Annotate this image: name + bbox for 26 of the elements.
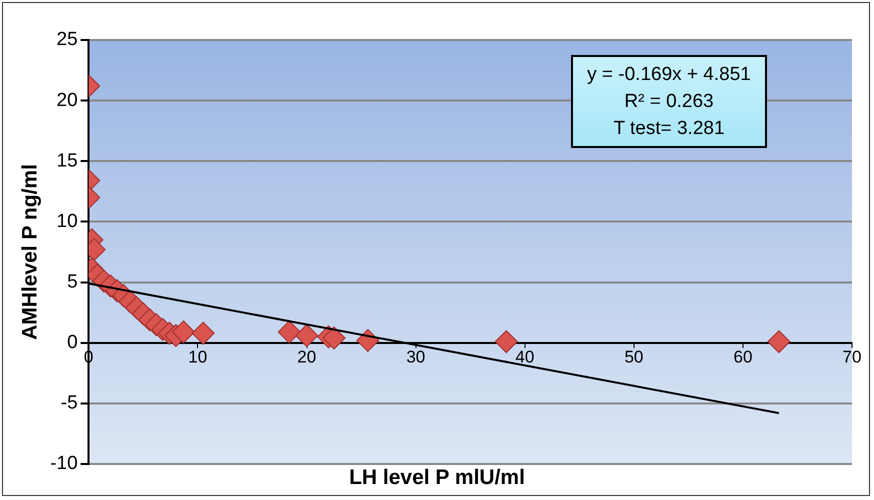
x-tick-label: 20 <box>297 348 316 367</box>
x-axis-title: LH level P mlU/ml <box>349 466 525 489</box>
point <box>295 324 318 348</box>
point <box>278 320 301 344</box>
y-tick-label: 10 <box>56 210 78 232</box>
point <box>767 330 790 354</box>
y-tick-label: 20 <box>56 90 78 111</box>
annotation: T test= 3.281 <box>612 117 726 141</box>
x-tick-label: 30 <box>406 348 426 367</box>
y-tick-label: 5 <box>67 272 78 293</box>
y-tick-label: 25 <box>56 29 78 50</box>
y-tick-label: -10 <box>50 453 78 474</box>
annotation: y = -0.169x + 4.851 <box>586 63 752 87</box>
x-tick-label: 40 <box>515 348 534 367</box>
y-tick-label: 0 <box>67 332 78 354</box>
annotation: R² = 0.263 <box>623 90 715 114</box>
point <box>192 322 215 345</box>
point <box>172 320 196 344</box>
x-tick-label: 60 <box>733 348 752 367</box>
point <box>322 326 346 350</box>
y-tick-label: -5 <box>60 392 78 414</box>
y-tick-label: 15 <box>56 150 78 172</box>
x-tick-label: 10 <box>188 348 208 367</box>
x-tick-label: 70 <box>842 348 862 367</box>
x-tick-label: 50 <box>624 348 644 367</box>
y-axis-title: AMHlevel P ng/ml <box>18 164 42 340</box>
